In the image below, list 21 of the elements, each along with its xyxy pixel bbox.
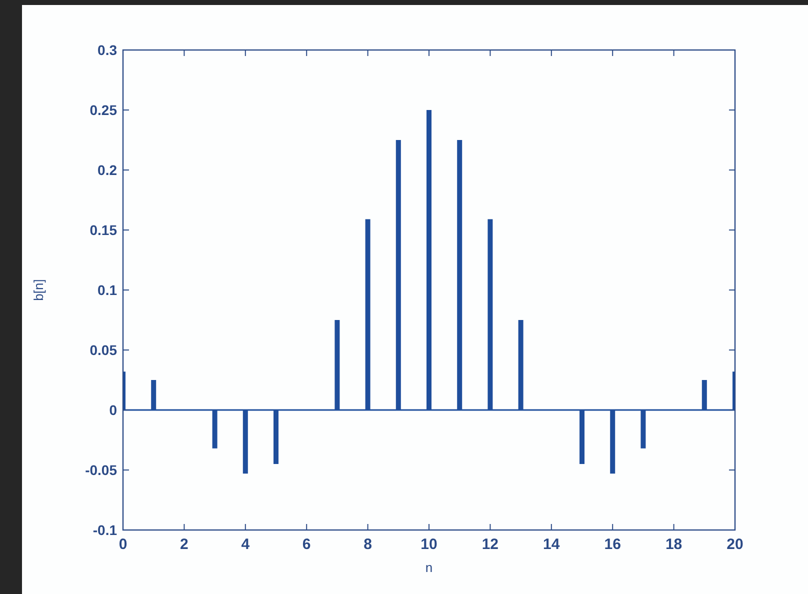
x-tick-label: 8 [364,536,372,553]
x-tick-label: 4 [241,536,250,553]
x-tick-label: 16 [604,536,621,553]
x-tick-label: 6 [302,536,311,553]
y-tick-label: 0.05 [90,342,118,358]
y-tick-label: 0.3 [98,42,118,58]
x-axis-title: n [425,560,433,575]
y-tick-label: 0.1 [98,282,118,298]
y-tick-label: -0.1 [92,522,118,538]
x-tick-label: 10 [420,536,438,553]
x-tick-label: 12 [482,536,499,553]
x-tick-label: 18 [665,536,682,553]
x-tick-label: 14 [543,536,560,553]
y-tick-label: 0.25 [90,102,118,118]
y-tick-label: -0.05 [85,462,118,478]
y-tick-label: 0.2 [98,162,118,178]
y-axis-title: b[n] [31,279,46,301]
y-tick-label: 0 [109,402,118,418]
x-tick-label: 2 [180,536,188,553]
x-tick-label: 20 [726,536,744,553]
y-tick-label: 0.15 [90,222,118,238]
